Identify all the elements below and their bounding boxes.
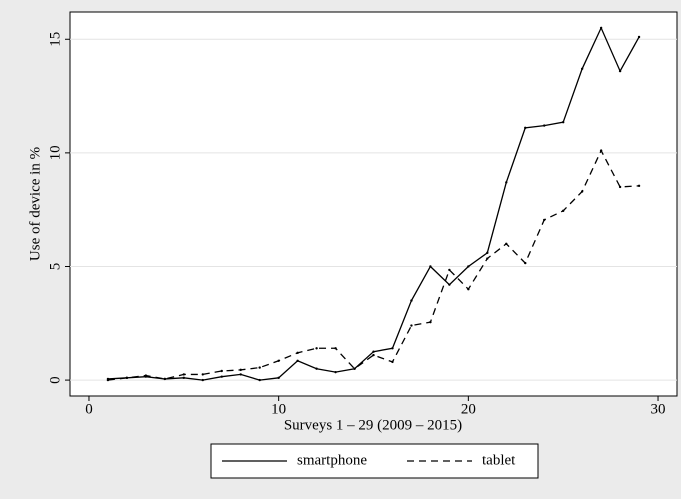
point (618, 69, 622, 73)
point (448, 268, 451, 272)
legend-label: tablet (482, 452, 516, 468)
point (220, 375, 223, 378)
y-tick-label: 15 (47, 32, 63, 47)
y-tick-label: 5 (47, 263, 63, 271)
point (524, 261, 527, 265)
y-axis-label: Use of device in % (27, 147, 43, 261)
point (106, 378, 110, 382)
point (599, 26, 603, 30)
y-tick-label: 10 (47, 145, 63, 160)
point (486, 257, 489, 260)
point (486, 251, 489, 255)
point (296, 351, 299, 355)
point (372, 350, 375, 353)
point (258, 378, 261, 382)
x-axis-label: Surveys 1 – 29 (2009 – 2015) (284, 417, 462, 433)
point (334, 347, 337, 350)
point (410, 299, 413, 302)
point (580, 67, 584, 71)
point (618, 185, 622, 189)
point (429, 320, 432, 324)
point (277, 359, 280, 362)
point (315, 347, 318, 350)
point (239, 368, 242, 372)
point (467, 288, 470, 291)
point (144, 374, 148, 377)
point (543, 124, 546, 127)
point (429, 265, 432, 268)
point (467, 265, 470, 268)
plot-area (69, 11, 678, 397)
point (448, 283, 451, 286)
x-tick-label: 20 (461, 401, 476, 417)
point (543, 218, 546, 222)
point (391, 347, 394, 350)
point (505, 242, 508, 245)
point (599, 149, 603, 152)
point (182, 376, 186, 380)
point (637, 184, 641, 188)
point (637, 35, 641, 39)
point (163, 377, 167, 381)
point (277, 376, 280, 380)
point (125, 376, 129, 380)
point (258, 366, 261, 369)
point (505, 181, 508, 184)
point (182, 373, 186, 376)
point (201, 373, 204, 376)
point (315, 367, 318, 370)
point (334, 370, 337, 374)
point (201, 378, 204, 382)
point (220, 369, 223, 373)
x-tick-label: 0 (85, 401, 93, 417)
point (580, 190, 584, 193)
point (391, 360, 394, 364)
point (353, 367, 356, 370)
legend-label: smartphone (297, 452, 367, 468)
y-tick-label: 0 (47, 376, 63, 384)
point (372, 353, 375, 357)
point (561, 121, 565, 124)
point (296, 359, 299, 362)
x-tick-label: 30 (651, 401, 666, 417)
point (410, 324, 413, 327)
series-line (107, 149, 640, 381)
x-tick-label: 10 (271, 401, 286, 417)
point (561, 209, 565, 213)
point (524, 126, 527, 130)
point (239, 373, 242, 376)
